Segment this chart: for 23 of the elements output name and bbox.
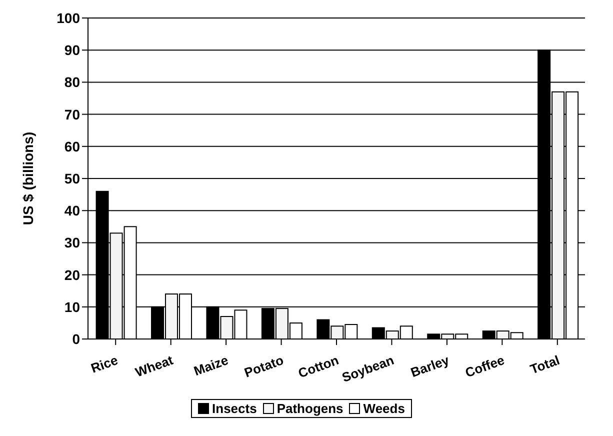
y-tick-label: 60 [64,138,80,154]
x-tick-label: Cotton [296,352,341,381]
x-tick-label: Wheat [133,352,176,380]
y-tick-label: 70 [64,106,80,122]
y-tick-label: 40 [64,202,80,219]
y-tick-label: 20 [64,266,80,283]
y-tick-label: 30 [64,234,80,251]
y-tick-label: 0 [72,330,80,347]
y-tick-label: 80 [64,74,80,90]
x-tick-label: Barley [408,352,452,380]
y-tick-label: 10 [64,298,80,315]
x-tick-label: Total [528,352,562,377]
y-tick-label: 90 [64,42,80,58]
legend-label: Insects [211,401,257,416]
x-tick-label: Potato [242,352,286,380]
legend-label: Weeds [362,401,405,416]
y-tick-label: 100 [56,10,80,26]
x-tick-label: Maize [192,352,230,379]
legend-label: Pathogens [276,401,344,416]
x-tick-label: Rice [88,352,120,376]
x-tick-label: Coffee [463,352,506,380]
y-tick-label: 50 [64,170,80,186]
y-axis-title: US $ (billions) [20,132,36,226]
